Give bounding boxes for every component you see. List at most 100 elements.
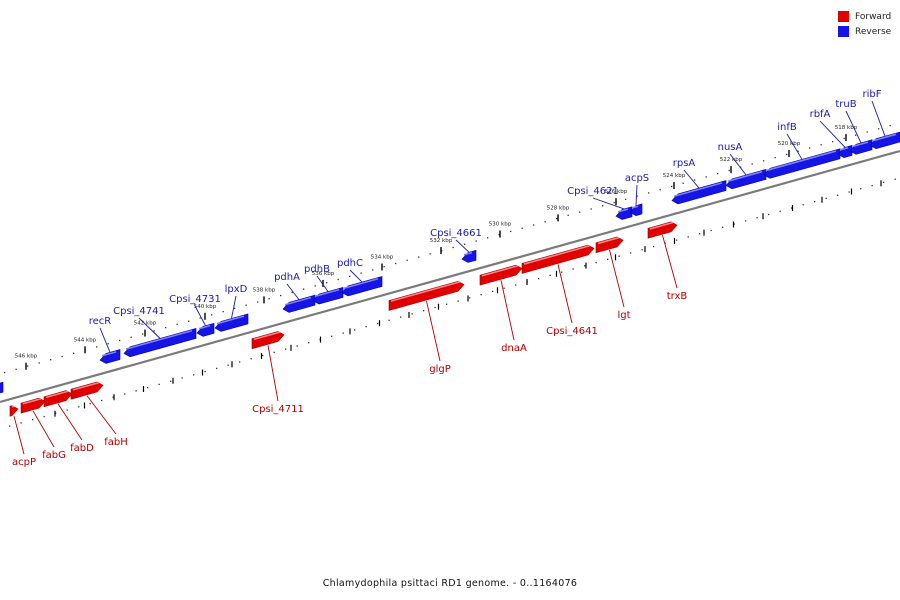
scale-dot <box>682 182 684 184</box>
scale-tick-label: 540 kbp <box>194 304 217 310</box>
gene-arrow-highlight <box>11 405 15 408</box>
gene-trxb <box>647 221 678 239</box>
gene-label-pdhc: pdhC <box>337 258 363 269</box>
scale-dot <box>814 200 816 203</box>
scale-dot <box>855 134 857 136</box>
scale-dot <box>354 329 356 331</box>
scale-dot <box>475 240 477 242</box>
gene-label-cpsi-4641: Cpsi_4641 <box>546 326 598 337</box>
gene-arrow-body <box>461 249 477 263</box>
gene-label-cpsi-4621: Cpsi_4621 <box>567 186 619 197</box>
scale-dot <box>457 300 459 302</box>
scale-dot <box>659 189 661 191</box>
scale-dot <box>429 253 431 255</box>
gene-label-cpsi-4731: Cpsi_4731 <box>169 294 221 305</box>
scale-dot <box>165 326 167 329</box>
gene-glgp <box>388 280 465 311</box>
gene-label-fabg: fabG <box>42 450 66 461</box>
gene-arrow-body <box>869 131 900 150</box>
scale-dot <box>20 422 22 424</box>
gene-lpxd <box>214 313 249 332</box>
gene-label-cpsi-4711: Cpsi_4711 <box>252 404 304 415</box>
gene-arrow-body <box>0 381 4 394</box>
scale-dot <box>296 345 298 347</box>
scale-dot <box>50 359 52 361</box>
reverse-label: Reverse <box>855 26 892 37</box>
gene-arrow-body <box>123 327 197 358</box>
gene-fabh <box>70 381 104 400</box>
scale-tick-label: 528 kbp <box>547 205 570 211</box>
scale-dot <box>170 380 172 382</box>
scale-dot <box>446 303 448 305</box>
gene-arrow-highlight <box>765 150 837 172</box>
scale-dot <box>487 237 489 239</box>
scale-tick-label: 524 kbp <box>663 173 686 179</box>
scale-dot <box>567 214 569 217</box>
scale-dot <box>722 226 724 228</box>
gene-arrow-body <box>615 206 633 220</box>
gene-label-leader <box>729 153 747 176</box>
gene-recr <box>99 349 121 364</box>
scale-dot <box>515 284 517 286</box>
gene-label-cpsi-4661: Cpsi_4661 <box>430 228 482 239</box>
scale-dot <box>55 412 57 414</box>
scale-tick-label: 520 kbp <box>778 141 801 147</box>
scale-dot <box>4 371 6 374</box>
scale-dot <box>797 150 799 152</box>
gene-arrow-highlight <box>839 146 849 151</box>
scale-dot <box>871 184 873 187</box>
gene-label-glgp: glgP <box>429 364 451 375</box>
gene-cpsi-4741 <box>123 327 197 358</box>
scale-tick-label: 530 kbp <box>489 222 512 228</box>
gene-label-fabd: fabD <box>70 443 94 454</box>
scale-dot <box>590 208 592 210</box>
scale-dot <box>388 319 390 321</box>
scale-dot <box>671 185 673 188</box>
gene-label-leader <box>99 327 111 353</box>
gene-label-fabh: fabH <box>104 437 128 448</box>
gene-arrow-body <box>251 331 285 350</box>
gene-label-leader <box>194 305 206 326</box>
scale-dot <box>602 205 604 207</box>
scale-dot <box>331 335 333 337</box>
scale-dot <box>878 128 880 130</box>
scale-dot <box>584 265 586 267</box>
scale-dot <box>73 352 75 354</box>
gene-arrow-body <box>763 148 841 179</box>
scale-dot <box>561 271 563 273</box>
scale-tick-label: 526 kbp <box>605 189 628 195</box>
scale-dot <box>866 131 868 133</box>
gene-arrow-highlight <box>523 244 591 265</box>
gene-arrow-highlight <box>343 278 379 290</box>
scale-dot <box>15 368 17 370</box>
scale-dot <box>43 415 45 418</box>
gene-arrow-highlight <box>45 390 69 399</box>
gene-nusa <box>725 168 767 190</box>
gene-arrow-body <box>70 381 104 400</box>
scale-dot <box>768 213 770 216</box>
gene-arrow-highlight <box>253 331 281 341</box>
scale-dot <box>503 287 505 289</box>
scale-dot <box>492 290 494 293</box>
gene-cpsi-4641 <box>521 244 595 274</box>
scale-dot <box>337 278 339 281</box>
scale-dot <box>533 224 535 226</box>
scale-dot <box>360 272 362 274</box>
gene-label-leader <box>786 133 803 160</box>
scale-dot <box>791 207 793 209</box>
gene-ribf <box>869 131 900 150</box>
gene-dnaa <box>479 264 523 286</box>
scale-dot <box>27 365 29 367</box>
scale-tick-label: 518 kbp <box>835 125 858 131</box>
scale-tick-label: 546 kbp <box>15 354 38 360</box>
gene-arrow-body <box>629 203 643 216</box>
scale-dot <box>733 223 735 225</box>
scale-dot <box>112 396 114 398</box>
scale-dot <box>418 256 420 258</box>
scale-dot <box>285 348 287 350</box>
scale-dot <box>883 181 885 184</box>
gene-arrow-highlight <box>22 397 42 405</box>
scale-dot <box>78 406 80 408</box>
gene-label-leader <box>871 100 886 137</box>
genome-caption: Chlamydophila psittaci RD1 genome. - 0..… <box>322 578 578 589</box>
